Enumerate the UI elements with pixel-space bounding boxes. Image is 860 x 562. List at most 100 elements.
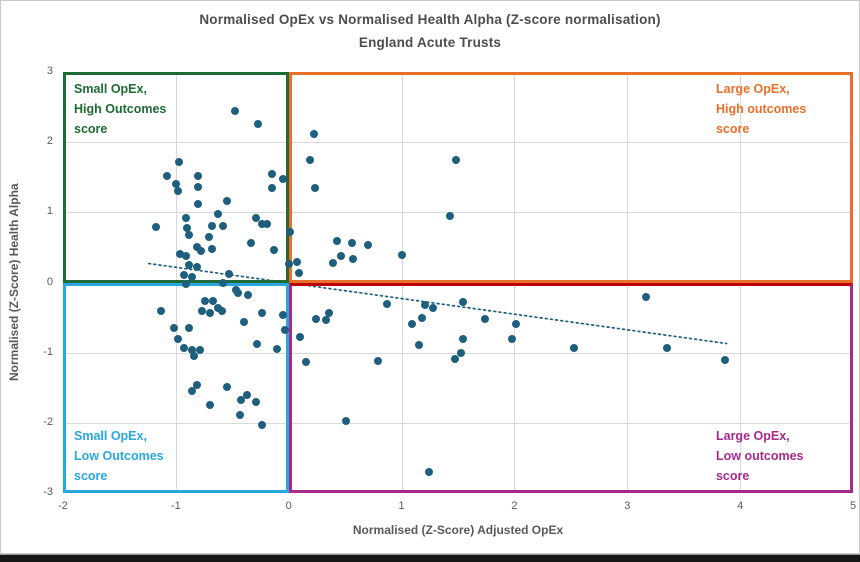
scatter-point [185, 231, 194, 240]
x-tick-label-5: 5 [849, 500, 857, 512]
scatter-point [450, 354, 459, 363]
x-tick-label-1: 1 [398, 500, 405, 512]
scatter-point [253, 339, 262, 348]
scatter-point [328, 258, 337, 267]
trendline [147, 262, 728, 345]
y-tick-label--1: -1 [43, 345, 53, 358]
scatter-point [481, 314, 490, 323]
scatter-point [244, 291, 253, 300]
scatter-point [363, 240, 372, 249]
quadrant-label-line: High outcomes [715, 102, 807, 116]
scatter-point [213, 209, 222, 218]
scatter-point [169, 324, 178, 333]
scatter-point [311, 314, 320, 323]
gridline-y--2 [63, 422, 853, 424]
scatter-point [179, 270, 188, 279]
chart-subtitle: England Acute Trusts [358, 35, 502, 50]
scatter-point [257, 308, 266, 317]
scatter-point [219, 278, 228, 287]
scatter-point [424, 467, 433, 476]
scatter-point [205, 401, 214, 410]
scatter-point [174, 334, 183, 343]
trendline-path [147, 262, 728, 345]
scatter-point [642, 293, 651, 302]
scatter-point [183, 223, 192, 232]
scatter-point [201, 296, 210, 305]
scatter-point [193, 380, 202, 389]
scatter-point [179, 344, 188, 353]
scatter-point [242, 390, 251, 399]
scatter-point [263, 220, 272, 229]
scatter-point [508, 334, 517, 343]
scatter-point [342, 417, 351, 426]
y-tick-label-0: 0 [46, 275, 53, 288]
x-tick-label-4: 4 [737, 500, 744, 512]
scatter-point [194, 183, 203, 192]
scatter-point [267, 184, 276, 193]
quadrant-label-line: score [715, 122, 750, 136]
quadrant-label-line: Low Outcomes [74, 449, 164, 463]
scatter-point [309, 130, 318, 139]
scatter-point [171, 180, 180, 189]
scatter-point [294, 269, 303, 278]
gridline-y-1 [63, 212, 853, 214]
x-tick-label--2: -2 [58, 500, 68, 512]
scatter-point [175, 157, 184, 166]
scatter-point [310, 183, 319, 192]
scatter-point [254, 119, 263, 128]
window-bottom-edge [0, 554, 860, 562]
scatter-point [204, 232, 213, 241]
scatter-point [429, 304, 438, 313]
scatter-point [182, 251, 190, 260]
quadrant-small-opex-low-outcomes: Small OpEx, Low Outcomes score [63, 282, 289, 493]
scatter-point [239, 318, 248, 327]
scatter-point [189, 352, 198, 361]
scatter-point [382, 299, 391, 308]
scatter-point [218, 307, 227, 316]
scatter-point [417, 313, 426, 322]
scatter-point [237, 395, 246, 404]
quadrant-label-line: score [715, 469, 750, 483]
scatter-point [273, 345, 282, 354]
scatter-point [195, 345, 204, 354]
scatter-point [151, 223, 160, 232]
y-tick-label--3: -3 [43, 486, 53, 498]
quadrant-label-line: score [74, 122, 108, 136]
scatter-point [279, 310, 288, 319]
scatter-point [373, 357, 382, 366]
scatter-point [251, 398, 260, 407]
scatter-point [182, 213, 190, 222]
scatter-point [222, 383, 231, 392]
scatter-point [196, 246, 205, 255]
scatter-point [301, 358, 310, 367]
scatter-point [247, 239, 256, 248]
quadrant-label-line: Large OpEx, [715, 429, 790, 443]
quadrant-small-opex-high-outcomes: Small OpEx, High Outcomes score [63, 72, 289, 283]
y-axis-title: Normalised (Z-Score) Health Alpha [7, 183, 21, 382]
scatter-point [321, 315, 330, 324]
x-tick-label--1: -1 [170, 500, 181, 512]
scatter-point [251, 213, 260, 222]
quadrant-label-line: Large OpEx, [715, 82, 790, 96]
scatter-point [446, 211, 455, 220]
scatter-point [279, 175, 288, 184]
scatter-point [458, 298, 467, 307]
scatter-point [336, 251, 345, 260]
scatter-point [193, 263, 202, 272]
scatter-point [306, 156, 315, 165]
gridline-y-2 [63, 142, 853, 144]
quadrant-label-line: Small OpEx, [74, 429, 147, 443]
scatter-point [222, 197, 231, 206]
scatter-point [187, 387, 196, 396]
scatter-point [285, 227, 294, 236]
scatter-point [511, 319, 520, 328]
scatter-point [257, 420, 266, 429]
quadrant-label-line: Low outcomes [715, 449, 804, 463]
scatter-point [162, 171, 171, 180]
y-tick-label-3: 3 [46, 65, 53, 77]
x-tick-label-3: 3 [624, 500, 631, 512]
scatter-point [174, 187, 183, 196]
scatter-point [721, 355, 730, 364]
